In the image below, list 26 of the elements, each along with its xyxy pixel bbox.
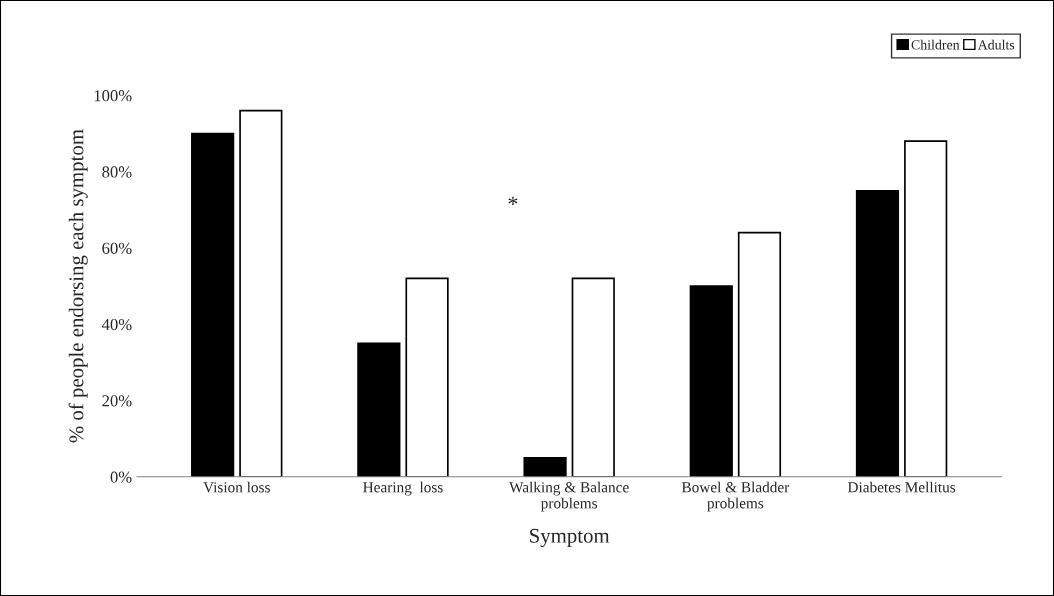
bar (855, 189, 900, 477)
bar (689, 285, 733, 477)
x-axis-title: Symptom (530, 528, 610, 548)
bar (904, 140, 948, 477)
legend-label: Children (911, 39, 960, 50)
y-tick-label: 40% (101, 318, 132, 331)
bar (737, 231, 782, 477)
y-tick-label: 20% (102, 395, 132, 407)
y-tick-label: 0% (110, 471, 132, 483)
bar (191, 132, 235, 477)
y-tick-label: 60% (102, 242, 132, 254)
x-tick-label: Bowel & Bladder problems (681, 481, 790, 512)
x-tick-label: Diabetes Mellitus (847, 481, 956, 493)
bar (357, 342, 401, 477)
x-tick-label: Vision loss (203, 481, 270, 493)
bar (571, 277, 615, 477)
bar (239, 109, 283, 477)
bar (405, 277, 449, 477)
legend-label: Adults (977, 39, 1015, 50)
bar (523, 456, 567, 477)
y-tick-label: 80% (102, 166, 132, 178)
y-axis-title: % of people endorsing each symptom (68, 129, 88, 443)
x-tick-label: Hearing loss (363, 481, 443, 496)
y-tick-label: 100% (94, 90, 132, 102)
annotation: * (508, 196, 518, 205)
x-tick-label: Walking & Balance problems (509, 481, 629, 512)
